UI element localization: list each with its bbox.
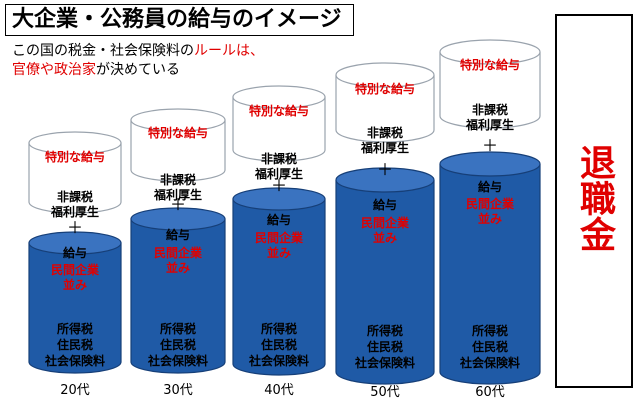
social-insurance-label: 社会保険料 bbox=[248, 354, 309, 368]
blue-cylinder-body bbox=[232, 199, 326, 376]
blue-cylinder-top bbox=[439, 151, 541, 177]
special-salary-label: 特別な給与 bbox=[44, 150, 105, 164]
subtitle-line2-black: が決めている bbox=[96, 62, 180, 78]
private-level-label: 並み bbox=[62, 278, 87, 292]
white-cylinder-top bbox=[28, 131, 122, 155]
blue-cylinder-body bbox=[28, 243, 122, 374]
resident-tax-label: 住民税 bbox=[366, 340, 403, 354]
private-level-label: 並み bbox=[477, 212, 502, 226]
white-cylinder-body bbox=[439, 52, 541, 129]
special-salary-label: 特別な給与 bbox=[248, 104, 309, 118]
age-label: 40代 bbox=[264, 383, 294, 398]
welfare-label: 福利厚生 bbox=[465, 118, 514, 132]
private-level-label: 並み bbox=[266, 246, 291, 260]
blue-cylinder-top bbox=[232, 187, 326, 211]
blue-cylinder-body bbox=[335, 180, 435, 385]
resident-tax-label: 住民税 bbox=[159, 338, 196, 352]
blue-cylinder-body bbox=[439, 164, 541, 385]
private-company-label: 民間企業 bbox=[153, 246, 202, 260]
private-company-label: 民間企業 bbox=[254, 231, 303, 245]
private-level-label: 並み bbox=[372, 231, 397, 245]
social-insurance-label: 社会保険料 bbox=[147, 354, 208, 368]
nontax-label: 非課税 bbox=[159, 173, 196, 187]
subtitle: この国の税金・社会保険料のルールは、 官僚や政治家が決めている bbox=[12, 42, 264, 80]
private-level-label: 並み bbox=[165, 261, 190, 275]
special-salary-label: 特別な給与 bbox=[147, 126, 208, 140]
special-salary-label: 特別な給与 bbox=[354, 82, 415, 96]
social-insurance-label: 社会保険料 bbox=[459, 356, 520, 370]
plus-sign: ＋ bbox=[376, 160, 393, 179]
white-cylinder-body bbox=[232, 97, 326, 162]
white-cylinder-body bbox=[335, 75, 435, 143]
age-label: 50代 bbox=[370, 385, 400, 400]
social-insurance-label: 社会保険料 bbox=[44, 354, 105, 368]
salary-label: 給与 bbox=[372, 198, 397, 212]
blue-cylinder-top bbox=[28, 231, 122, 255]
plus-sign: ＋ bbox=[169, 195, 186, 214]
welfare-label: 福利厚生 bbox=[153, 188, 202, 202]
salary-label: 給与 bbox=[477, 180, 502, 194]
private-company-label: 民間企業 bbox=[50, 263, 99, 277]
nontax-label: 非課税 bbox=[260, 152, 297, 166]
nontax-label: 非課税 bbox=[366, 126, 403, 140]
subtitle-line1-red: ルールは、 bbox=[194, 43, 264, 59]
income-tax-label: 所得税 bbox=[159, 322, 196, 336]
age-label: 20代 bbox=[60, 383, 90, 398]
nontax-label: 非課税 bbox=[471, 103, 508, 117]
welfare-label: 福利厚生 bbox=[50, 205, 99, 219]
income-tax-label: 所得税 bbox=[260, 322, 297, 336]
page-title: 大企業・公務員の給与のイメージ bbox=[5, 4, 354, 36]
social-insurance-label: 社会保険料 bbox=[354, 356, 415, 370]
salary-label: 給与 bbox=[266, 213, 291, 227]
plus-sign: ＋ bbox=[481, 136, 498, 155]
plus-sign: ＋ bbox=[66, 218, 83, 237]
white-cylinder-top bbox=[232, 85, 326, 109]
special-salary-label: 特別な給与 bbox=[459, 58, 520, 72]
private-company-label: 民間企業 bbox=[360, 216, 409, 230]
salary-label: 給与 bbox=[165, 228, 190, 242]
blue-cylinder-top bbox=[130, 207, 226, 231]
blue-cylinder-body bbox=[130, 219, 226, 374]
white-cylinder-body bbox=[28, 143, 122, 214]
income-tax-label: 所得税 bbox=[366, 324, 403, 338]
age-label: 30代 bbox=[163, 383, 193, 398]
resident-tax-label: 住民税 bbox=[56, 338, 93, 352]
subtitle-line1-black: この国の税金・社会保険料の bbox=[12, 43, 194, 59]
welfare-label: 福利厚生 bbox=[360, 141, 409, 155]
income-tax-label: 所得税 bbox=[471, 324, 508, 338]
salary-label: 給与 bbox=[62, 246, 87, 260]
plus-sign: ＋ bbox=[270, 176, 287, 195]
white-cylinder-top bbox=[335, 62, 435, 88]
income-tax-label: 所得税 bbox=[56, 322, 93, 336]
white-cylinder-body bbox=[130, 120, 226, 182]
white-cylinder-top bbox=[130, 108, 226, 132]
subtitle-line2-red: 官僚や政治家 bbox=[12, 62, 96, 78]
blue-cylinder-top bbox=[335, 167, 435, 193]
retirement-allowance-label: 退職金 bbox=[574, 144, 615, 252]
retirement-allowance-box: 退職金 bbox=[555, 14, 633, 388]
resident-tax-label: 住民税 bbox=[471, 340, 508, 354]
welfare-label: 福利厚生 bbox=[254, 167, 303, 181]
nontax-label: 非課税 bbox=[56, 190, 93, 204]
private-company-label: 民間企業 bbox=[465, 197, 514, 211]
resident-tax-label: 住民税 bbox=[260, 338, 297, 352]
age-label: 60代 bbox=[475, 385, 505, 400]
white-cylinder-top bbox=[439, 39, 541, 65]
